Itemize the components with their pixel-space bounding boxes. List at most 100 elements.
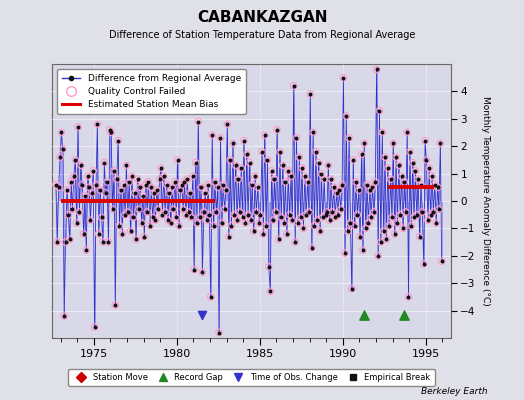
- Point: [96, 187, 104, 193]
- Point: [284, 168, 292, 174]
- Point: [312, 148, 320, 155]
- Point: [310, 222, 319, 229]
- Point: [206, 294, 215, 300]
- Point: [68, 206, 77, 212]
- Point: [334, 212, 342, 218]
- Point: [279, 162, 287, 168]
- Point: [366, 187, 374, 193]
- Point: [216, 135, 225, 141]
- Point: [238, 214, 247, 221]
- Point: [431, 181, 439, 188]
- Point: [125, 179, 134, 185]
- Point: [64, 212, 72, 218]
- Point: [377, 239, 385, 245]
- Point: [411, 168, 420, 174]
- Point: [143, 209, 151, 215]
- Point: [63, 187, 71, 193]
- Point: [136, 184, 145, 190]
- Point: [378, 129, 387, 136]
- Point: [314, 160, 323, 166]
- Point: [113, 176, 121, 182]
- Point: [115, 222, 124, 229]
- Point: [258, 148, 266, 155]
- Point: [436, 140, 444, 147]
- Point: [438, 258, 446, 264]
- Point: [103, 179, 111, 185]
- Point: [118, 231, 126, 237]
- Point: [198, 269, 206, 276]
- Point: [335, 187, 344, 193]
- Point: [94, 231, 103, 237]
- Point: [277, 214, 286, 221]
- Point: [271, 209, 280, 215]
- Point: [295, 154, 303, 160]
- Point: [189, 173, 197, 180]
- Point: [223, 121, 232, 128]
- Point: [90, 324, 99, 330]
- Point: [417, 181, 425, 188]
- Point: [368, 184, 377, 190]
- Point: [159, 173, 168, 180]
- Point: [115, 222, 124, 229]
- Point: [339, 74, 347, 81]
- Point: [53, 239, 61, 245]
- Point: [286, 212, 294, 218]
- Point: [303, 179, 312, 185]
- Point: [327, 176, 335, 182]
- Point: [392, 154, 400, 160]
- Point: [345, 135, 353, 141]
- Point: [121, 212, 129, 218]
- Point: [289, 83, 298, 89]
- Point: [410, 214, 418, 221]
- Point: [298, 165, 306, 171]
- Point: [110, 168, 118, 174]
- Point: [410, 214, 418, 221]
- Point: [172, 214, 180, 221]
- Point: [302, 212, 310, 218]
- Point: [421, 138, 429, 144]
- Point: [122, 162, 130, 168]
- Point: [183, 176, 191, 182]
- Point: [124, 209, 132, 215]
- Point: [266, 288, 275, 295]
- Point: [86, 217, 95, 223]
- Point: [94, 231, 103, 237]
- Point: [129, 214, 138, 221]
- Point: [270, 176, 279, 182]
- Point: [357, 151, 366, 158]
- Point: [171, 179, 179, 185]
- Point: [271, 209, 280, 215]
- Point: [317, 170, 325, 177]
- Point: [140, 234, 148, 240]
- Point: [424, 217, 432, 223]
- Point: [316, 228, 324, 234]
- Point: [245, 160, 254, 166]
- Point: [319, 214, 327, 221]
- Point: [429, 209, 438, 215]
- Point: [135, 206, 143, 212]
- Point: [144, 179, 152, 185]
- Point: [233, 217, 241, 223]
- Point: [146, 222, 154, 229]
- Point: [108, 206, 117, 212]
- Point: [256, 212, 265, 218]
- Point: [269, 217, 277, 223]
- Point: [77, 162, 85, 168]
- Point: [241, 220, 249, 226]
- Point: [416, 234, 424, 240]
- Point: [288, 217, 297, 223]
- Point: [399, 225, 407, 232]
- Point: [126, 228, 135, 234]
- Point: [339, 74, 347, 81]
- Point: [223, 121, 232, 128]
- Point: [332, 190, 341, 196]
- Point: [310, 222, 319, 229]
- Point: [232, 162, 240, 168]
- Point: [74, 124, 82, 130]
- Point: [254, 184, 262, 190]
- Point: [151, 217, 160, 223]
- Point: [291, 239, 299, 245]
- Point: [341, 250, 349, 256]
- Point: [386, 176, 395, 182]
- Point: [102, 190, 110, 196]
